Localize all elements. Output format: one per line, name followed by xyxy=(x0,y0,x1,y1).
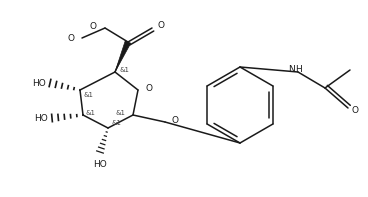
Text: HO: HO xyxy=(32,78,46,87)
Text: H: H xyxy=(295,64,302,73)
Polygon shape xyxy=(115,41,131,72)
Text: O: O xyxy=(157,20,164,30)
Text: N: N xyxy=(288,64,295,73)
Text: O: O xyxy=(146,84,153,93)
Text: &1: &1 xyxy=(83,92,93,98)
Text: &1: &1 xyxy=(120,67,130,73)
Text: &1: &1 xyxy=(111,120,121,126)
Text: O: O xyxy=(352,106,359,114)
Text: HO: HO xyxy=(34,113,48,123)
Text: &1: &1 xyxy=(86,110,96,116)
Text: O: O xyxy=(171,115,178,125)
Text: O: O xyxy=(67,33,74,43)
Text: O: O xyxy=(90,21,97,31)
Text: HO: HO xyxy=(93,160,107,169)
Text: &1: &1 xyxy=(115,110,125,116)
